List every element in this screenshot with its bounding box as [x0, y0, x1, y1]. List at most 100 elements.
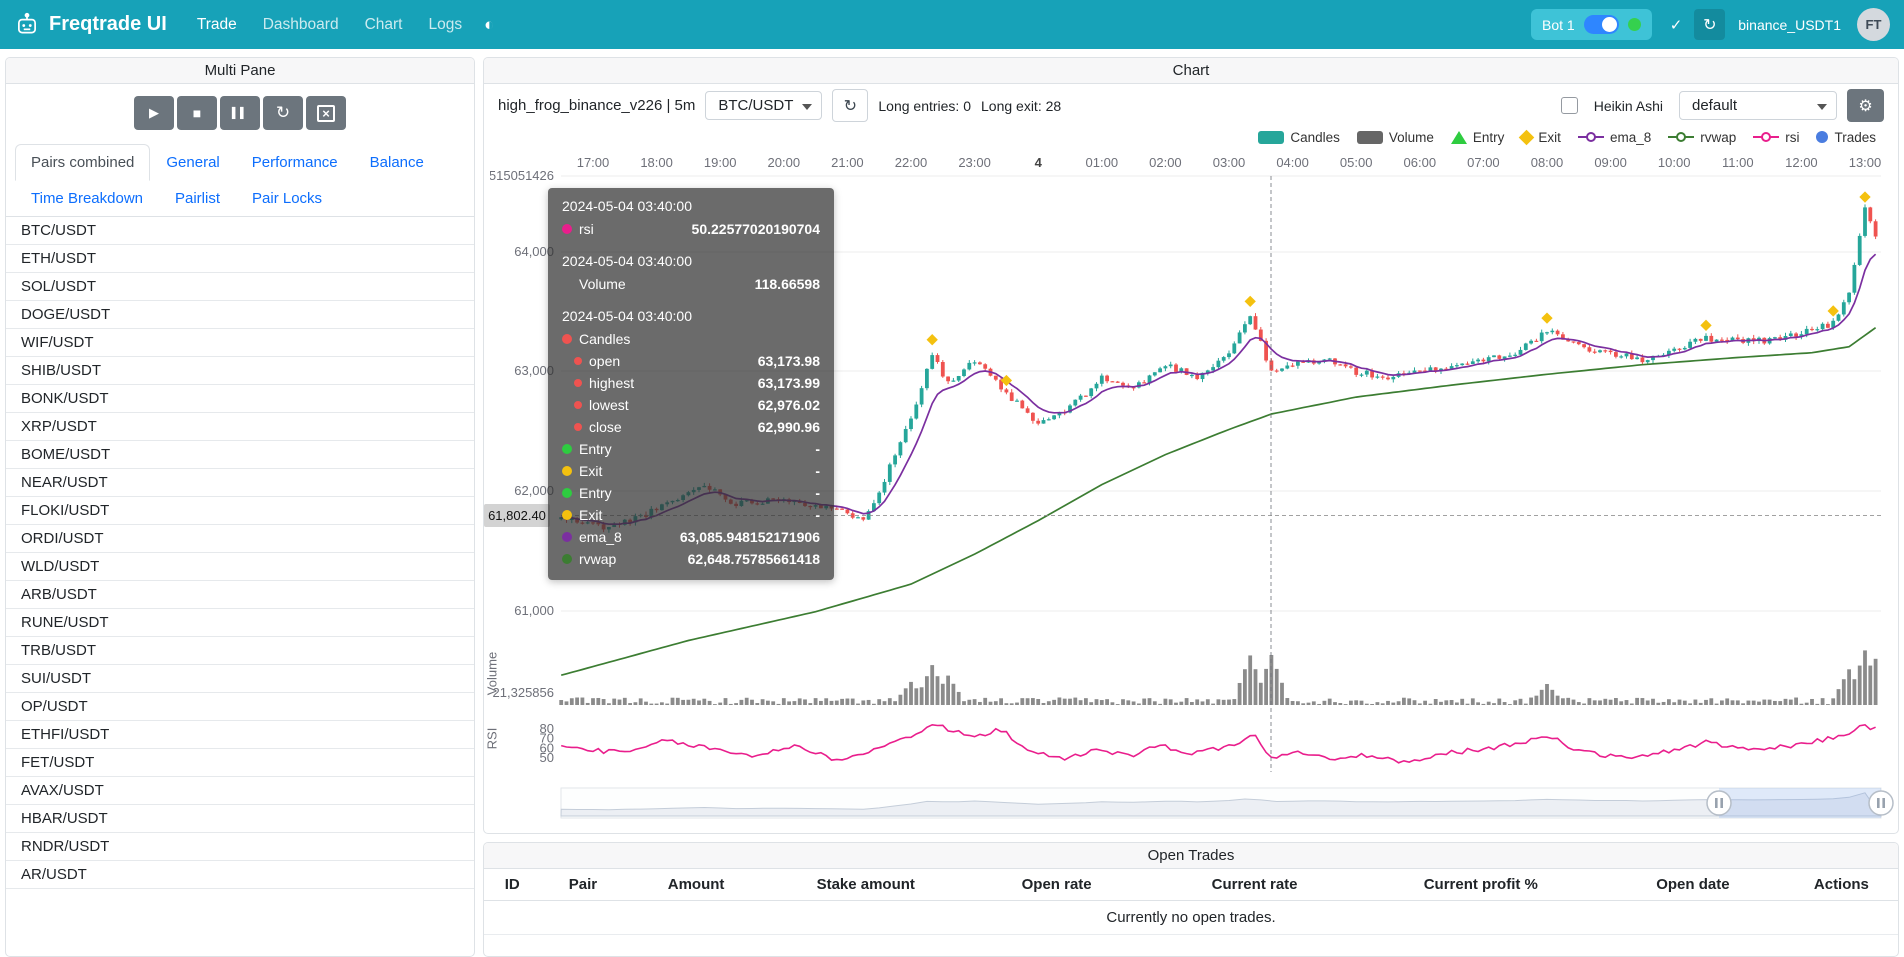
pair-row[interactable]: HBAR/USDT: [6, 805, 474, 833]
svg-text:03:00: 03:00: [1213, 155, 1246, 170]
pair-row[interactable]: ORDI/USDT: [6, 525, 474, 553]
tooltip-timestamp: 2024-05-04 03:40:00: [562, 253, 692, 269]
legend-item[interactable]: Trades: [1816, 130, 1876, 145]
chart-card: Chart high_frog_binance_v226 | 5m BTC/US…: [483, 57, 1899, 834]
legend-item[interactable]: Volume: [1356, 130, 1434, 145]
heikin-ashi-checkbox[interactable]: [1560, 97, 1578, 114]
tooltip-row: Entry -: [562, 438, 820, 460]
svg-text:17:00: 17:00: [577, 155, 610, 170]
plot-settings-gear-button[interactable]: [1847, 89, 1884, 122]
theme-toggle-icon[interactable]: [484, 15, 494, 35]
svg-text:07:00: 07:00: [1467, 155, 1500, 170]
tooltip-row-value: -: [815, 507, 820, 523]
reload-bot-button[interactable]: [1694, 9, 1726, 40]
legend-item[interactable]: ema_8: [1577, 130, 1651, 145]
tooltip-row-value: -: [815, 485, 820, 501]
reload-config-button[interactable]: [263, 96, 303, 130]
refresh-chart-button[interactable]: [832, 89, 869, 122]
bot-instance-label: binance_USDT1: [1738, 16, 1841, 33]
legend-item[interactable]: rvwap: [1668, 130, 1736, 145]
pair-row[interactable]: WIF/USDT: [6, 329, 474, 357]
pair-row[interactable]: WLD/USDT: [6, 553, 474, 581]
trades-column-header: Actions: [1784, 869, 1898, 901]
long-entries-label: Long entries: 0: [878, 97, 971, 114]
multi-pane-title: Multi Pane: [6, 58, 474, 84]
chart-area[interactable]: 515051426 64,000 63,000 62,000 61,000 17:00 18…: [484, 150, 1898, 833]
svg-text:06:00: 06:00: [1404, 155, 1437, 170]
svg-text:62,000: 62,000: [514, 483, 554, 498]
pair-row[interactable]: ARB/USDT: [6, 581, 474, 609]
tab[interactable]: Performance: [236, 144, 354, 181]
chart-toolbar: high_frog_binance_v226 | 5m BTC/USDT Lon…: [484, 84, 1898, 126]
svg-text:02:00: 02:00: [1149, 155, 1182, 170]
pair-row[interactable]: BTC/USDT: [6, 217, 474, 245]
pair-row[interactable]: XRP/USDT: [6, 413, 474, 441]
tab[interactable]: Pairlist: [159, 180, 236, 217]
pair-row[interactable]: SUI/USDT: [6, 665, 474, 693]
pair-row[interactable]: RUNE/USDT: [6, 609, 474, 637]
pair-row[interactable]: BONK/USDT: [6, 385, 474, 413]
pair-row[interactable]: SOL/USDT: [6, 273, 474, 301]
nav-link[interactable]: Chart: [364, 15, 403, 33]
svg-text:11:00: 11:00: [1722, 155, 1754, 170]
plot-config-value: default: [1692, 97, 1738, 114]
bot-selector-badge[interactable]: Bot 1: [1530, 9, 1652, 40]
chart-tooltip: 2024-05-04 03:40:00 rsi 50.2257702019070…: [548, 188, 834, 580]
pair-row[interactable]: AR/USDT: [6, 861, 474, 889]
pair-row[interactable]: RNDR/USDT: [6, 833, 474, 861]
trades-column-header: Stake amount: [766, 869, 965, 901]
tooltip-section: 2024-05-04 03:40:00 rsi 50.2257702019070…: [562, 198, 820, 240]
series-marker-icon: [562, 279, 572, 289]
brand-group[interactable]: Freqtrade UI: [14, 12, 167, 38]
pair-row[interactable]: SHIB/USDT: [6, 357, 474, 385]
volume-axis-title: Volume: [484, 651, 500, 696]
pair-row[interactable]: AVAX/USDT: [6, 777, 474, 805]
pair-row[interactable]: FLOKI/USDT: [6, 497, 474, 525]
trades-column-header: ID: [484, 869, 541, 901]
pair-row[interactable]: BOME/USDT: [6, 441, 474, 469]
svg-text:04:00: 04:00: [1276, 155, 1309, 170]
legend-item[interactable]: Entry: [1450, 130, 1504, 145]
tab[interactable]: Pairs combined: [15, 144, 151, 181]
start-button[interactable]: [134, 96, 174, 130]
legend-series-icon: [1753, 132, 1780, 142]
tab[interactable]: Time Breakdown: [15, 180, 159, 217]
force-exit-button[interactable]: [306, 96, 346, 130]
tooltip-section: 2024-05-04 03:40:00 Candles: [562, 308, 820, 570]
tooltip-row-label: Volume: [579, 276, 626, 292]
svg-text:70: 70: [540, 731, 554, 746]
legend-item[interactable]: Candles: [1258, 130, 1340, 145]
tab[interactable]: Pair Locks: [236, 180, 338, 217]
nav-link[interactable]: Dashboard: [262, 15, 339, 33]
open-trades-table: ID Pair Amount Stake amount Open rate Cu…: [484, 869, 1898, 935]
pair-row[interactable]: NEAR/USDT: [6, 469, 474, 497]
svg-text:20:00: 20:00: [768, 155, 801, 170]
plot-config-select[interactable]: default: [1679, 91, 1837, 120]
pair-row[interactable]: ETHFI/USDT: [6, 721, 474, 749]
tooltip-row-label: Exit: [579, 463, 603, 479]
pair-row[interactable]: FET/USDT: [6, 749, 474, 777]
nav-link[interactable]: Trade: [196, 15, 237, 33]
pair-row[interactable]: TRB/USDT: [6, 637, 474, 665]
series-marker-icon: [562, 532, 572, 542]
stop-buy-button[interactable]: [220, 96, 260, 130]
svg-text:23:00: 23:00: [958, 155, 991, 170]
pair-select[interactable]: BTC/USDT: [705, 91, 823, 120]
pair-row[interactable]: OP/USDT: [6, 693, 474, 721]
tab[interactable]: General: [150, 144, 235, 181]
nav-link[interactable]: Logs: [428, 15, 463, 33]
svg-text:08:00: 08:00: [1531, 155, 1564, 170]
trades-column-header: Current profit %: [1360, 869, 1601, 901]
pair-row[interactable]: DOGE/USDT: [6, 301, 474, 329]
user-avatar[interactable]: FT: [1857, 8, 1890, 41]
pair-row[interactable]: ETH/USDT: [6, 245, 474, 273]
chevron-down-icon: [802, 103, 813, 110]
legend-series-icon: [1577, 132, 1604, 142]
stop-button[interactable]: [177, 96, 217, 130]
legend-item[interactable]: Exit: [1519, 129, 1561, 145]
bot-toggle-switch[interactable]: [1583, 15, 1619, 34]
trades-column-header: Amount: [625, 869, 767, 901]
legend-item[interactable]: rsi: [1753, 130, 1799, 145]
tab[interactable]: Balance: [354, 144, 440, 181]
tooltip-row: lowest 62,976.02: [562, 394, 820, 416]
